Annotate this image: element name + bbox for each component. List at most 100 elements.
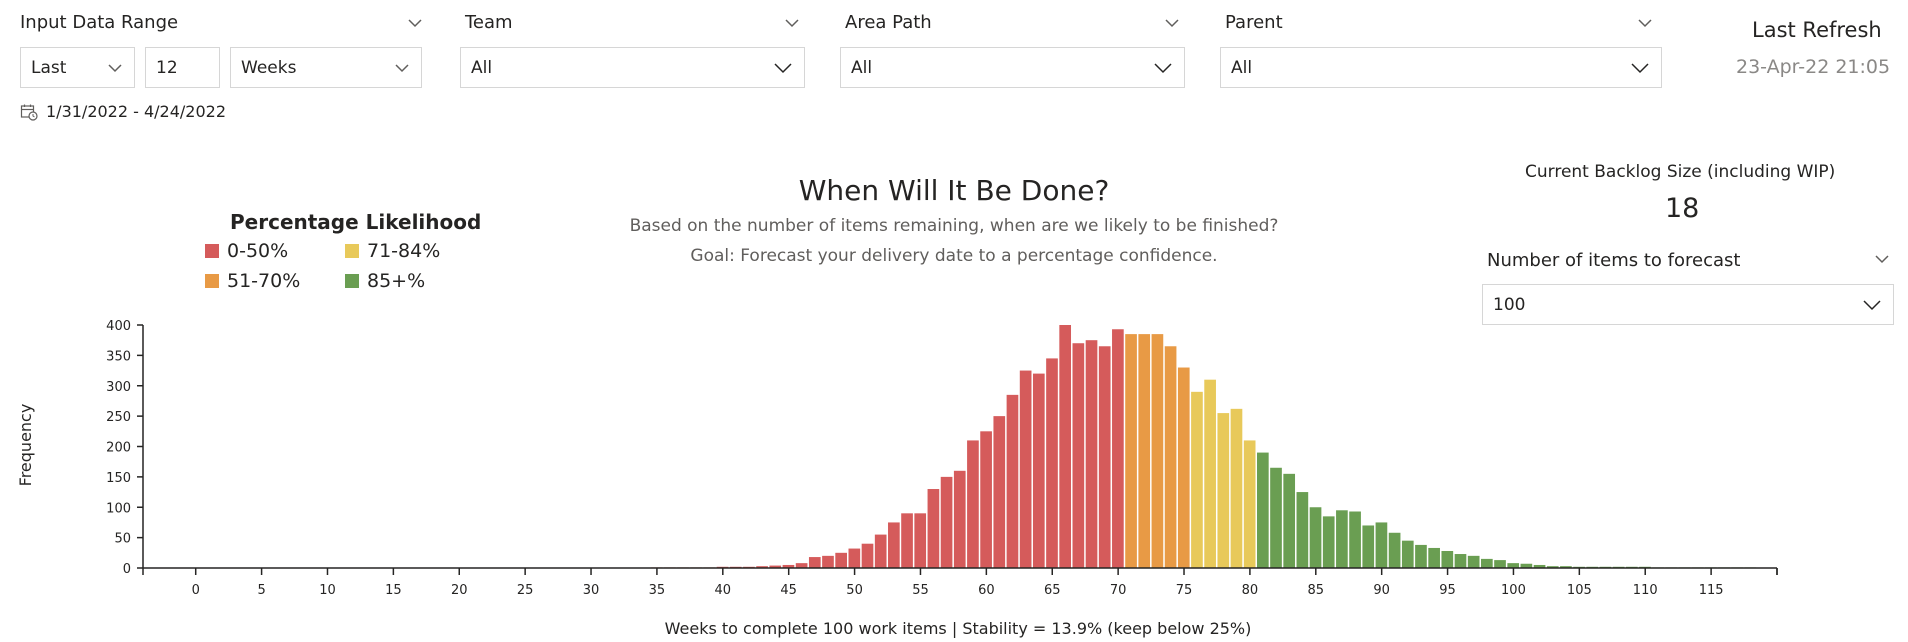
histogram-bar[interactable] bbox=[835, 552, 847, 568]
parent-title: Parent bbox=[1225, 12, 1283, 33]
histogram-bar[interactable] bbox=[1191, 391, 1203, 568]
x-tick-label: 30 bbox=[583, 583, 600, 598]
histogram-bar[interactable] bbox=[1138, 334, 1151, 568]
histogram-bar[interactable] bbox=[782, 564, 795, 568]
histogram-bar[interactable] bbox=[1507, 563, 1520, 568]
histogram-bar[interactable] bbox=[1441, 550, 1454, 568]
histogram-bar[interactable] bbox=[940, 476, 953, 568]
legend-swatch bbox=[205, 244, 219, 258]
histogram-bar[interactable] bbox=[1336, 510, 1348, 568]
histogram-bar[interactable] bbox=[1494, 560, 1506, 568]
histogram-bar[interactable] bbox=[795, 563, 808, 568]
histogram-bar[interactable] bbox=[874, 534, 887, 568]
histogram-bar[interactable] bbox=[1388, 532, 1401, 568]
histogram-bar[interactable] bbox=[1481, 558, 1493, 568]
y-tick-label: 50 bbox=[114, 532, 131, 547]
histogram-bar[interactable] bbox=[980, 431, 992, 568]
histogram-bar[interactable] bbox=[1533, 564, 1546, 568]
area-path-chevron-icon[interactable] bbox=[1165, 16, 1179, 30]
histogram-bar[interactable] bbox=[1164, 346, 1177, 568]
histogram-bar[interactable] bbox=[1270, 467, 1282, 568]
histogram-bar[interactable] bbox=[967, 440, 979, 568]
x-axis-title: Weeks to complete 100 work items | Stabi… bbox=[665, 619, 1252, 638]
histogram-bar[interactable] bbox=[1309, 507, 1322, 568]
histogram-bar[interactable] bbox=[1085, 340, 1098, 568]
legend-item-85-plus: 85+% bbox=[345, 270, 425, 292]
histogram-bar[interactable] bbox=[927, 489, 940, 568]
x-tick-label: 95 bbox=[1439, 583, 1456, 598]
histogram-bar[interactable] bbox=[1454, 554, 1467, 568]
parent-dropdown[interactable]: All bbox=[1220, 47, 1662, 88]
histogram-bar[interactable] bbox=[1217, 413, 1230, 568]
x-tick-label: 60 bbox=[978, 583, 995, 598]
histogram-bar[interactable] bbox=[1401, 540, 1414, 568]
histogram-bar[interactable] bbox=[1283, 473, 1296, 568]
histogram-bar[interactable] bbox=[1125, 334, 1137, 568]
histogram-bar[interactable] bbox=[901, 513, 913, 568]
histogram-bar[interactable] bbox=[1059, 325, 1072, 568]
histogram-bar[interactable] bbox=[1204, 379, 1216, 568]
histogram-bar[interactable] bbox=[914, 513, 927, 568]
histogram-bar[interactable] bbox=[1520, 563, 1533, 568]
legend-title: Percentage Likelihood bbox=[230, 210, 482, 234]
histogram-bar[interactable] bbox=[1428, 547, 1440, 568]
chart-title: When Will It Be Done? bbox=[798, 174, 1110, 207]
team-dropdown[interactable]: All bbox=[460, 47, 805, 88]
histogram-bar[interactable] bbox=[848, 548, 861, 568]
histogram-bar[interactable] bbox=[1415, 544, 1427, 568]
chevron-down-icon bbox=[774, 62, 792, 73]
histogram-bar[interactable] bbox=[1151, 334, 1164, 568]
histogram-bar[interactable] bbox=[1230, 408, 1243, 568]
histogram-bar[interactable] bbox=[1296, 492, 1309, 568]
y-tick-label: 250 bbox=[106, 410, 131, 425]
histogram-bar[interactable] bbox=[1046, 358, 1058, 568]
x-tick-label: 50 bbox=[846, 583, 863, 598]
histogram-bar[interactable] bbox=[1243, 440, 1256, 568]
area-path-dropdown[interactable]: All bbox=[840, 47, 1185, 88]
y-tick-label: 0 bbox=[123, 562, 131, 577]
input-range-title: Input Data Range bbox=[20, 12, 179, 33]
histogram-bar[interactable] bbox=[1112, 329, 1124, 568]
y-tick-label: 300 bbox=[106, 380, 131, 395]
range-count-input[interactable]: 12 bbox=[145, 47, 220, 88]
histogram-bar[interactable] bbox=[1032, 373, 1045, 568]
histogram-bar[interactable] bbox=[993, 416, 1006, 568]
histogram-bar[interactable] bbox=[1072, 343, 1085, 568]
histogram-bar[interactable] bbox=[1362, 525, 1375, 568]
histogram-bar[interactable] bbox=[1322, 516, 1335, 568]
histogram-bar[interactable] bbox=[1019, 370, 1032, 568]
histogram-bar[interactable] bbox=[769, 565, 782, 568]
legend-item-51-70: 51-70% bbox=[205, 270, 300, 292]
histogram-bar[interactable] bbox=[861, 543, 874, 568]
range-mode-value: Last bbox=[31, 57, 67, 78]
range-unit-select[interactable]: Weeks bbox=[230, 47, 422, 88]
histogram-bar[interactable] bbox=[1098, 346, 1111, 568]
forecast-count-dropdown[interactable]: 100 bbox=[1482, 284, 1894, 325]
chevron-down-icon bbox=[1631, 62, 1649, 73]
histogram-bar[interactable] bbox=[756, 566, 768, 568]
histogram-bar[interactable] bbox=[822, 555, 834, 568]
histogram-bar[interactable] bbox=[1256, 452, 1269, 568]
parent-chevron-icon[interactable] bbox=[1638, 16, 1652, 30]
x-tick-label: 55 bbox=[912, 583, 929, 598]
input-range-chevron-icon[interactable] bbox=[408, 16, 422, 30]
histogram-bar[interactable] bbox=[808, 557, 821, 568]
team-chevron-icon[interactable] bbox=[785, 16, 799, 30]
x-tick-label: 80 bbox=[1242, 583, 1259, 598]
histogram-bar[interactable] bbox=[953, 470, 966, 568]
range-mode-select[interactable]: Last bbox=[20, 47, 135, 88]
histogram-bar[interactable] bbox=[1467, 555, 1480, 568]
histogram-bar[interactable] bbox=[1375, 522, 1388, 568]
y-axis-title: Frequency bbox=[16, 404, 35, 487]
histogram-bar[interactable] bbox=[1006, 394, 1019, 568]
histogram-bar[interactable] bbox=[1349, 511, 1361, 568]
forecast-count-chevron-icon[interactable] bbox=[1875, 252, 1889, 266]
histogram-bar[interactable] bbox=[1546, 566, 1559, 568]
histogram-bar[interactable] bbox=[888, 522, 900, 568]
date-range: 1/31/2022 - 4/24/2022 bbox=[20, 102, 226, 121]
histogram-bar[interactable] bbox=[1560, 566, 1572, 568]
chevron-down-icon bbox=[1154, 62, 1172, 73]
x-tick-label: 85 bbox=[1308, 583, 1325, 598]
histogram-axes: 0 5 10 15 20 25 30 35 40 45 50 55 60 65 70 75 80 85 90 95 10… bbox=[106, 319, 1778, 598]
histogram-bar[interactable] bbox=[1177, 367, 1190, 568]
